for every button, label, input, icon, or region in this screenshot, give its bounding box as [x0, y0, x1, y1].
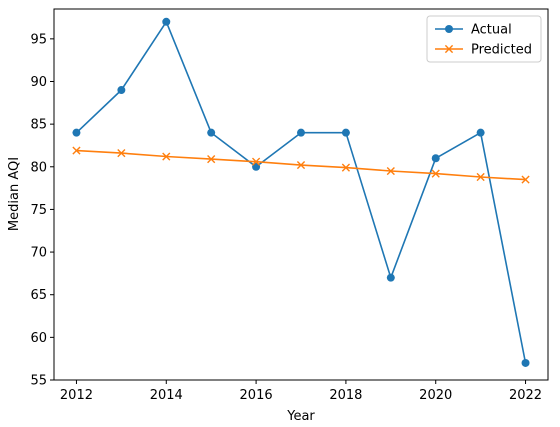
data-point-predicted: [341, 163, 351, 172]
y-tick-label: 55: [30, 374, 47, 389]
data-point-actual: [297, 128, 305, 137]
x-axis-label: Year: [286, 409, 315, 424]
data-point-predicted: [386, 166, 395, 176]
data-point-actual: [476, 128, 485, 137]
y-tick-label: 85: [30, 118, 47, 133]
data-point-predicted: [521, 175, 530, 184]
x-tick-label: 2018: [329, 388, 362, 403]
x-tick-label: 2020: [419, 388, 452, 403]
legend-marker-predicted: [444, 44, 454, 54]
y-tick-label: 70: [30, 246, 47, 261]
data-point-predicted: [431, 169, 440, 178]
data-point-predicted: [117, 149, 126, 158]
ticks-layer: 2012 2014 2016 2018 2020 2022 55 60 65 70 75 80 85 90…: [30, 32, 542, 403]
y-tick-label: 90: [30, 75, 47, 90]
data-point-actual: [521, 358, 530, 367]
axes-frame: [53, 8, 549, 381]
legend: Actual Predicted: [426, 15, 542, 63]
x-tick-label: 2022: [509, 388, 542, 403]
data-point-actual: [341, 128, 350, 137]
data-point-predicted: [207, 155, 216, 164]
data-point-actual: [207, 128, 216, 137]
data-point-predicted: [72, 146, 81, 155]
data-point-predicted: [296, 160, 306, 170]
legend-label-predicted: Predicted: [471, 43, 532, 58]
series-layer: [72, 17, 530, 367]
y-tick-label: 95: [30, 32, 47, 47]
data-point-actual: [162, 17, 171, 26]
data-point-predicted: [476, 172, 485, 182]
y-tick-label: 75: [30, 203, 47, 218]
legend-marker-actual: [445, 25, 453, 33]
y-tick-label: 80: [30, 160, 47, 175]
y-axis-label: Median AQI: [7, 157, 22, 231]
data-point-predicted: [162, 152, 171, 161]
data-point-predicted: [251, 157, 261, 166]
data-point-actual: [252, 162, 261, 171]
x-tick-label: 2016: [240, 388, 273, 403]
data-point-actual: [386, 273, 395, 282]
x-tick-label: 2012: [60, 388, 93, 403]
y-tick-label: 65: [30, 288, 47, 303]
data-point-actual: [117, 86, 126, 95]
data-point-actual: [72, 128, 81, 137]
y-tick-label: 60: [30, 331, 47, 346]
data-point-actual: [431, 154, 440, 163]
series-line-actual: [75, 20, 527, 364]
x-tick-label: 2014: [150, 388, 183, 403]
legend-label-actual: Actual: [471, 23, 512, 38]
legend-box: [426, 15, 542, 63]
plot-area: [53, 8, 549, 381]
